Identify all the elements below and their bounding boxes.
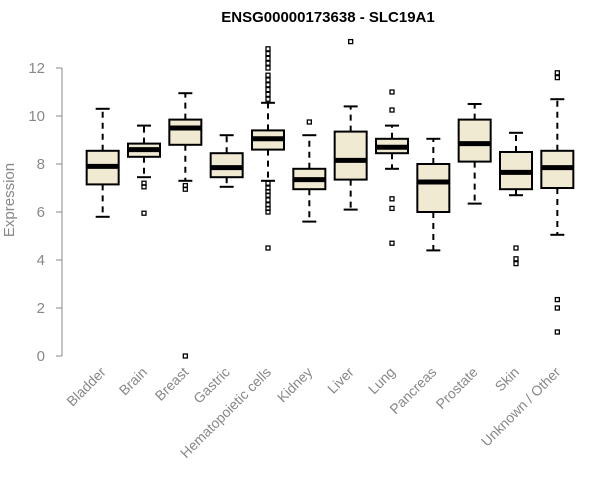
outlier-point: [182, 186, 188, 192]
outlier-point: [265, 60, 271, 66]
y-tick-label: 6: [37, 204, 45, 221]
outlier-point: [554, 296, 560, 303]
outlier-point: [265, 55, 271, 62]
outlier-point: [513, 256, 519, 262]
outlier-point: [265, 192, 271, 198]
x-tick-label: Brain: [116, 364, 150, 398]
chart-title: ENSG00000173638 - SLC19A1: [221, 9, 434, 26]
x-tick-label: Liver: [324, 364, 357, 397]
outlier-point: [554, 70, 560, 76]
x-tick-label: Lung: [365, 364, 398, 397]
box-breast: [168, 92, 203, 359]
y-axis-label: Expression: [1, 163, 18, 237]
y-tick-label: 12: [28, 60, 45, 77]
box-unknown-other: [540, 70, 575, 335]
outlier-point: [265, 96, 271, 102]
outlier-point: [265, 197, 271, 203]
outlier-point: [513, 260, 519, 267]
box-prostate: [457, 103, 492, 205]
x-tick-label: Skin: [492, 364, 523, 395]
y-tick-label: 4: [37, 252, 45, 269]
outlier-point: [513, 245, 519, 251]
outlier-point: [265, 77, 271, 83]
box-brain: [127, 124, 161, 216]
iqr-box: [168, 118, 203, 146]
outlier-point: [389, 89, 395, 95]
outlier-point: [265, 82, 271, 88]
y-tick-label: 2: [37, 300, 45, 317]
outlier-point: [265, 86, 271, 93]
box-liver: [333, 38, 368, 211]
outlier-point: [389, 196, 395, 202]
outlier-point: [265, 245, 271, 251]
box-kidney: [292, 119, 327, 223]
outlier-point: [554, 329, 560, 335]
outlier-point: [389, 240, 395, 246]
outlier-point: [265, 91, 271, 98]
iqr-box: [333, 130, 368, 181]
y-axis: 0 2 4 6 8 10 12: [28, 60, 63, 365]
iqr-box: [416, 163, 451, 213]
box-pancreas: [416, 137, 451, 252]
outlier-point: [265, 72, 271, 78]
boxes-group: [85, 38, 575, 359]
outlier-point: [554, 74, 560, 81]
x-tick-label: Bladder: [63, 364, 109, 410]
box-skin: [499, 131, 533, 267]
outlier-point: [265, 180, 271, 186]
outlier-point: [265, 46, 271, 52]
outlier-point: [141, 184, 147, 190]
x-tick-label: Prostate: [433, 364, 481, 412]
outlier-point: [265, 65, 271, 71]
outlier-point: [306, 119, 312, 125]
box-lung: [375, 89, 409, 246]
x-tick-label: Kidney: [274, 364, 316, 406]
box-gastric: [209, 134, 244, 188]
outlier-point: [182, 353, 188, 359]
y-tick-label: 10: [28, 108, 45, 125]
box-bladder: [85, 107, 120, 218]
outlier-point: [141, 210, 147, 216]
y-tick-label: 0: [37, 348, 45, 365]
outlier-point: [389, 205, 395, 212]
box-hematopoietic-cells: [251, 46, 285, 251]
outlier-point: [348, 38, 354, 45]
iqr-box: [457, 118, 492, 163]
y-tick-label: 8: [37, 156, 45, 173]
outlier-point: [265, 209, 271, 215]
x-tick-label: Breast: [152, 364, 192, 404]
outlier-point: [554, 305, 560, 311]
outlier-point: [265, 50, 271, 57]
outlier-point: [389, 107, 395, 113]
